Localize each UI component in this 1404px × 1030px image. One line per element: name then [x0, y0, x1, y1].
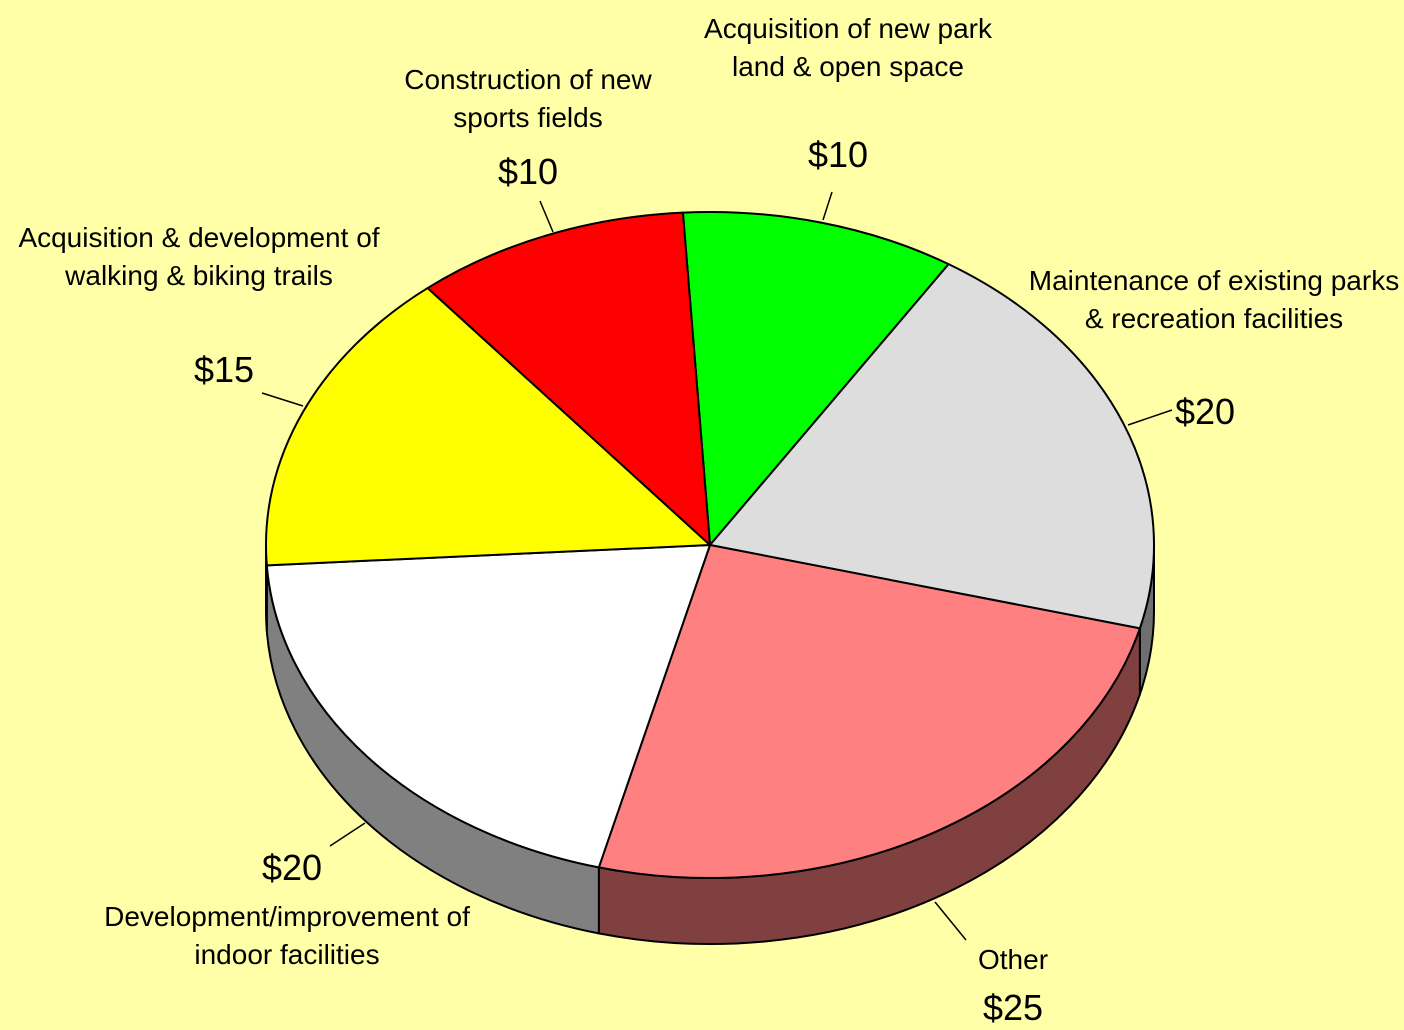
slice [265, 287, 711, 567]
leader-line [1127, 409, 1173, 426]
leader-line [329, 822, 366, 847]
category-label: Development/improvement of indoor facili… [104, 901, 470, 970]
category-label: Maintenance of existing parks & recreati… [1028, 265, 1400, 334]
value-label: $20 [261, 847, 323, 888]
category-label: Acquisition & development of walking & b… [18, 222, 380, 291]
slice [709, 263, 1155, 630]
leader-line [539, 200, 554, 233]
value-label: $10 [497, 151, 559, 192]
slice [426, 211, 711, 546]
leader-line [822, 191, 833, 221]
leader-line [934, 901, 967, 941]
slice [597, 544, 1141, 879]
value-label: $15 [193, 349, 255, 390]
value-label: $20 [1174, 391, 1236, 432]
slice [681, 211, 950, 546]
leader-line [261, 392, 304, 407]
value-label: $25 [982, 987, 1044, 1028]
category-label: Other [977, 944, 1049, 975]
slice [265, 544, 711, 869]
category-label: Acquisition of new park land & open spac… [704, 13, 992, 82]
category-label: Construction of new sports fields [404, 64, 652, 133]
value-label: $10 [807, 134, 869, 175]
